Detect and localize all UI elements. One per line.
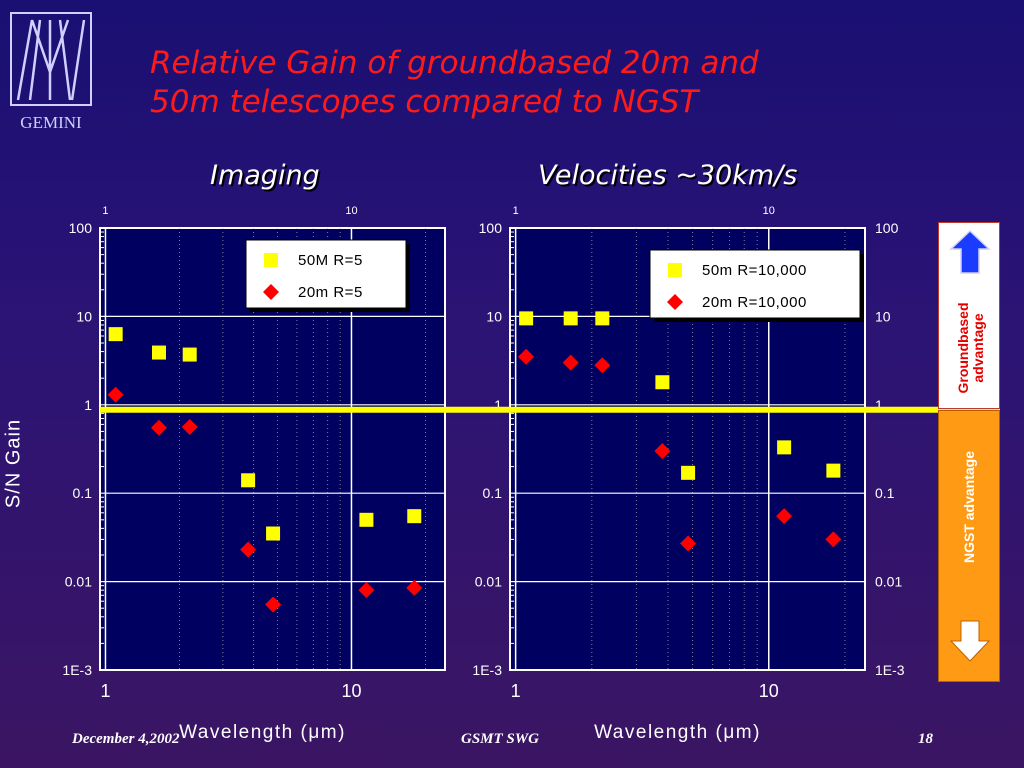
legend-marker-square [264, 253, 278, 267]
y-tick-label-right: 0.01 [875, 574, 902, 590]
y-tick-label: 1 [494, 397, 502, 413]
y-tick-label: 1 [84, 397, 92, 413]
footer-page-number: 18 [918, 731, 933, 747]
up-arrow-icon [949, 229, 991, 274]
data-point-diamond [594, 357, 611, 374]
title-line-2: 50m telescopes compared to NGST [150, 84, 699, 120]
y-tick-label: 0.1 [483, 485, 503, 501]
data-point-square [563, 311, 578, 326]
data-point-square [777, 440, 792, 455]
y-tick-label-right: 10 [875, 308, 891, 324]
y-tick-label: 1E-3 [472, 662, 502, 678]
y-tick-label: 0.01 [65, 574, 92, 590]
legend-marker-diamond [667, 294, 683, 310]
legend-marker-diamond [263, 284, 279, 300]
data-point-diamond [562, 354, 579, 371]
y-tick-label: 10 [486, 308, 502, 324]
legend-label: 50M R=5 [298, 252, 363, 269]
data-point-diamond [776, 508, 793, 525]
gemini-logo: GEMINI [10, 12, 92, 132]
y-tick-label-right: 0.1 [875, 485, 895, 501]
y-tick-label: 100 [69, 220, 93, 236]
x-axis-label: Wavelength (μm) [594, 722, 761, 743]
subtitle-imaging: Imaging [210, 160, 320, 191]
data-point-square [655, 375, 670, 390]
y-tick-label-right: 100 [875, 220, 899, 236]
data-point-square [241, 473, 256, 488]
data-point-square [359, 512, 374, 527]
footer-center: GSMT SWG [461, 731, 539, 747]
y-tick-label: 10 [76, 308, 92, 324]
data-point-square [182, 347, 197, 362]
ngst-advantage-panel: NGST advantage [938, 410, 1000, 682]
ngst-advantage-label: NGST advantage [961, 450, 977, 564]
top-tick-label: 10 [763, 205, 775, 217]
data-point-diamond [680, 535, 697, 552]
data-point-square [151, 345, 166, 360]
groundbased-advantage-label: Groundbased advantage [955, 302, 986, 394]
title-line-1: Relative Gain of groundbased 20m and [150, 45, 759, 81]
data-point-diamond [150, 419, 167, 436]
y-tick-label: 0.1 [73, 485, 93, 501]
data-point-diamond [240, 541, 257, 558]
data-point-square [407, 509, 422, 524]
legend-box [649, 249, 861, 319]
down-arrow-icon [949, 620, 991, 662]
subtitle-velocities: Velocities ~30km/s [538, 160, 798, 191]
slide-title: Relative Gain of groundbased 20m and 50m… [150, 44, 910, 122]
x-tick-label: 1 [100, 681, 110, 701]
data-point-square [595, 311, 610, 326]
svg-text:GEMINI: GEMINI [20, 113, 82, 132]
y-tick-label-right: 1E-3 [875, 662, 905, 678]
x-tick-label: 1 [511, 681, 521, 701]
data-point-square [681, 465, 696, 480]
top-tick-label: 1 [102, 205, 108, 217]
data-point-diamond [518, 348, 535, 365]
y-tick-label: 0.01 [475, 574, 502, 590]
groundbased-advantage-panel: Groundbased advantage [938, 222, 1000, 409]
top-tick-label: 10 [345, 205, 357, 217]
data-point-diamond [181, 419, 198, 436]
legend-label: 20m R=5 [298, 284, 363, 301]
data-point-diamond [107, 386, 124, 403]
legend-marker-square [668, 263, 682, 277]
footer-date: December 4,2002 [72, 731, 180, 747]
y-tick-label-right: 1 [875, 397, 883, 413]
y-tick-label: 1E-3 [62, 662, 92, 678]
data-point-square [519, 311, 534, 326]
data-point-diamond [358, 582, 375, 599]
data-point-diamond [406, 579, 423, 596]
data-point-diamond [654, 443, 671, 460]
data-point-square [108, 327, 123, 342]
data-point-square [266, 526, 281, 541]
data-point-diamond [825, 531, 842, 548]
legend-label: 50m R=10,000 [702, 262, 807, 279]
legend-label: 20m R=10,000 [702, 294, 807, 311]
x-tick-label: 10 [341, 681, 361, 701]
data-point-diamond [265, 596, 282, 613]
top-tick-label: 1 [513, 205, 519, 217]
x-axis-label: Wavelength (μm) [179, 722, 346, 743]
data-point-square [826, 463, 841, 478]
y-tick-label: 100 [479, 220, 503, 236]
x-tick-label: 10 [759, 681, 779, 701]
